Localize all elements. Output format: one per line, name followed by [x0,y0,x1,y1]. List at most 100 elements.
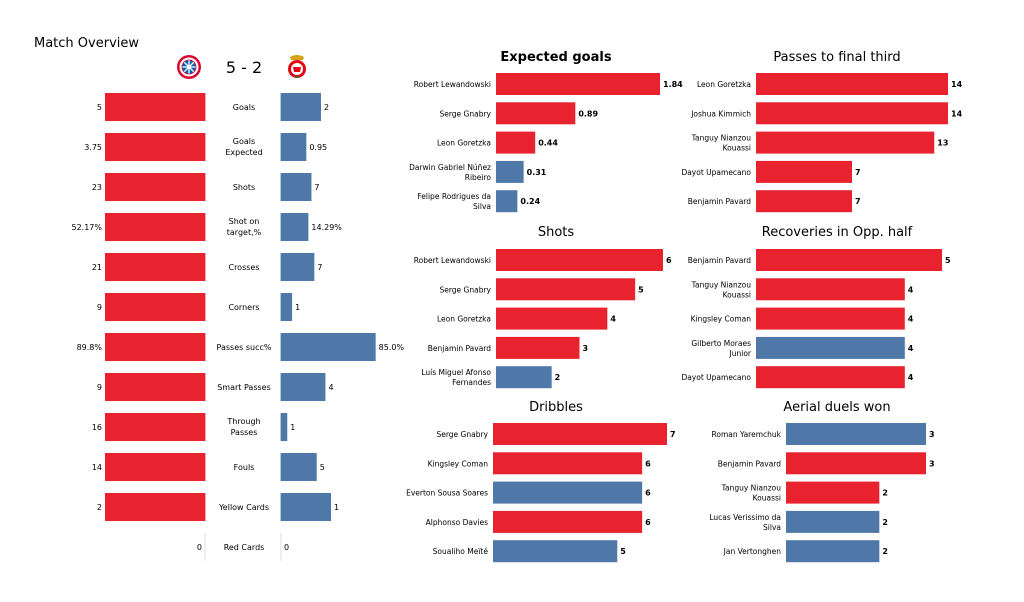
overview-bar-away [281,453,317,481]
overview-value-home: 52.17% [71,223,102,232]
player-name-label: Serge Gnabry [439,285,491,294]
overview-value-home: 21 [92,263,102,272]
panel-title: Shots [538,225,575,240]
player-name-label: Leon Goretzka [437,139,491,148]
panel-bar [493,481,643,504]
overview-category-label: Shots [233,183,255,192]
player-name-label: Junior [729,349,752,358]
overview-value-home: 16 [92,423,102,432]
panel-recoveries-in-opp-half: Recoveries in Opp. half 5 Benjamin Pavard 4… [681,225,951,389]
player-rankings: Expected goals 1.84 Robert Lewandowski 0.89… [406,50,963,563]
player-name-label: Silva [473,202,491,211]
overview-bar-home [105,453,205,481]
overview-bar-away [281,413,288,441]
panel-title: Expected goals [500,50,611,65]
panel-bar [756,131,935,154]
overview-bar-away [281,253,315,281]
panel-value-label: 1.84 [663,80,683,89]
player-name-label: Jan Vertonghen [723,547,782,556]
panel-value-label: 3 [583,344,589,353]
panel-bar [786,423,926,445]
overview-value-away: 4 [328,383,333,392]
panel-value-label: 14 [951,109,963,118]
overview-value-home: 9 [97,383,102,392]
overview-value-away: 7 [314,183,319,192]
player-name-label: Joshua Kimmich [690,109,751,118]
overview-bar-home [105,173,205,201]
player-name-label: Benjamin Pavard [718,459,781,468]
panel-value-label: 7 [670,430,676,439]
player-name-label: Kingsley Coman [691,315,752,324]
overview-category-label: Expected [225,148,262,157]
overview-bar-away [281,333,376,361]
panel-value-label: 4 [610,315,616,324]
player-name-label: Dayot Upamecano [681,168,751,177]
panel-value-label: 2 [882,518,888,527]
overview-bar-away [281,133,307,161]
overview-category-label: Smart Passes [217,383,271,392]
overview-bar-home [105,293,205,321]
panel-expected-goals: Expected goals 1.84 Robert Lewandowski 0.89… [409,50,683,213]
player-name-label: Leon Goretzka [437,315,491,324]
overview-category-label: Through [226,417,260,426]
overview-category-label: target,% [227,228,262,237]
panel-aerial-duels-won: Aerial duels won 3 Roman Yaremchuk 3 Benjami… [709,400,935,563]
panel-value-label: 0.44 [538,139,558,148]
player-name-label: Tanguy Nianzou [721,484,782,493]
panel-bar [496,366,552,389]
panel-shots: Shots 6 Robert Lewandowski 5 Serge Gnabry 4 Le… [414,225,672,389]
player-name-label: Robert Lewandowski [414,80,491,89]
panel-value-label: 4 [908,344,914,353]
panel-value-label: 7 [855,168,861,177]
player-name-label: Luís Miguel Afonso [421,368,491,377]
panel-bar [493,540,618,563]
overview-category-label: Crosses [228,263,259,272]
overview-bar-away [281,493,331,521]
player-name-label: Ribeiro [465,173,492,182]
panel-value-label: 6 [666,256,672,265]
player-name-label: Soualiho Meïté [433,547,489,556]
match-overview-chart: 5 2 Goals 3.75 0.95 Goals Expected 23 7 Shots 52.1… [71,93,404,561]
player-name-label: Benjamin Pavard [688,197,751,206]
panel-title: Aerial duels won [783,400,890,415]
panel-bar [786,540,880,563]
player-name-label: Gilberto Moraes [691,339,751,348]
panel-value-label: 2 [555,373,561,382]
match-score: 5 - 2 [226,58,262,77]
player-name-label: Tanguy Nianzou [691,134,752,143]
player-name-label: Kouassi [753,494,781,503]
overview-value-away: 0 [284,543,289,552]
overview-value-home: 0 [197,543,202,552]
panel-value-label: 13 [937,139,948,148]
panel-bar [493,452,643,475]
overview-category-label: Goals [233,103,255,112]
panel-value-label: 4 [908,315,914,324]
overview-bar-home [105,213,205,241]
panel-value-label: 0.24 [520,197,540,206]
panel-bar [786,452,926,475]
overview-category-label: Red Cards [224,543,265,552]
overview-bar-home [105,133,205,161]
panel-value-label: 0.31 [527,168,547,177]
panel-bar [756,73,948,95]
page-title: Match Overview [34,36,139,51]
panel-bar [493,423,667,445]
overview-bar-away [281,173,312,201]
overview-value-away: 0.95 [309,143,327,152]
panel-bar [496,336,580,359]
panel-value-label: 2 [882,489,888,498]
panel-value-label: 5 [638,285,644,294]
overview-value-away: 1 [290,423,295,432]
panel-value-label: 2 [882,547,888,556]
overview-bar-away [281,293,293,321]
panel-value-label: 4 [908,285,914,294]
panel-bar [496,102,576,125]
player-name-label: Alphonso Davies [426,518,488,527]
player-name-label: Dayot Upamecano [681,373,751,382]
player-name-label: Everton Sousa Soares [406,489,488,498]
panel-value-label: 14 [951,80,963,89]
overview-value-home: 9 [97,303,102,312]
player-name-label: Kouassi [723,144,751,153]
overview-bar-away [281,93,321,121]
panel-bar [756,366,905,389]
